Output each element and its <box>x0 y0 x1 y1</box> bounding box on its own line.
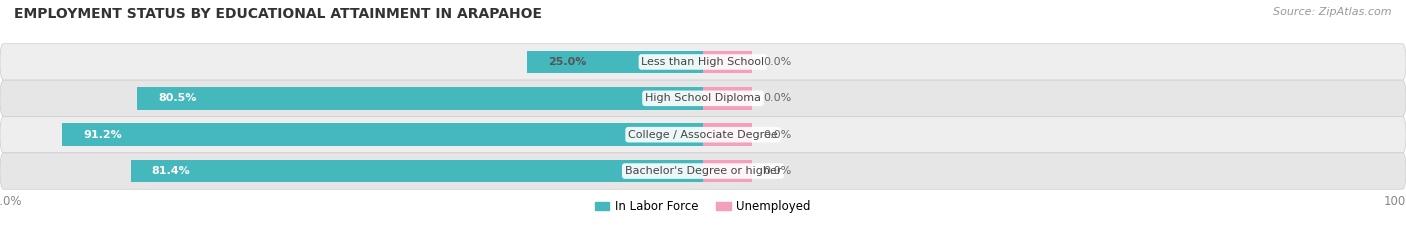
Bar <box>62 123 703 146</box>
Bar <box>138 87 703 110</box>
Bar <box>131 160 703 182</box>
Text: 91.2%: 91.2% <box>83 130 122 140</box>
Bar <box>703 87 752 110</box>
Text: 0.0%: 0.0% <box>762 93 792 103</box>
FancyBboxPatch shape <box>0 80 1406 116</box>
Text: High School Diploma: High School Diploma <box>645 93 761 103</box>
Text: 0.0%: 0.0% <box>762 166 792 176</box>
Text: 81.4%: 81.4% <box>152 166 191 176</box>
Bar <box>527 51 703 73</box>
Text: College / Associate Degree: College / Associate Degree <box>628 130 778 140</box>
FancyBboxPatch shape <box>0 116 1406 153</box>
Bar <box>703 51 752 73</box>
Text: Source: ZipAtlas.com: Source: ZipAtlas.com <box>1274 7 1392 17</box>
Text: 25.0%: 25.0% <box>548 57 586 67</box>
Text: EMPLOYMENT STATUS BY EDUCATIONAL ATTAINMENT IN ARAPAHOE: EMPLOYMENT STATUS BY EDUCATIONAL ATTAINM… <box>14 7 543 21</box>
Text: 0.0%: 0.0% <box>762 130 792 140</box>
Text: Bachelor's Degree or higher: Bachelor's Degree or higher <box>624 166 782 176</box>
Text: Less than High School: Less than High School <box>641 57 765 67</box>
Legend: In Labor Force, Unemployed: In Labor Force, Unemployed <box>591 195 815 218</box>
Text: 0.0%: 0.0% <box>762 57 792 67</box>
FancyBboxPatch shape <box>0 44 1406 80</box>
Text: 80.5%: 80.5% <box>157 93 197 103</box>
Bar <box>703 123 752 146</box>
FancyBboxPatch shape <box>0 153 1406 189</box>
Bar <box>703 160 752 182</box>
